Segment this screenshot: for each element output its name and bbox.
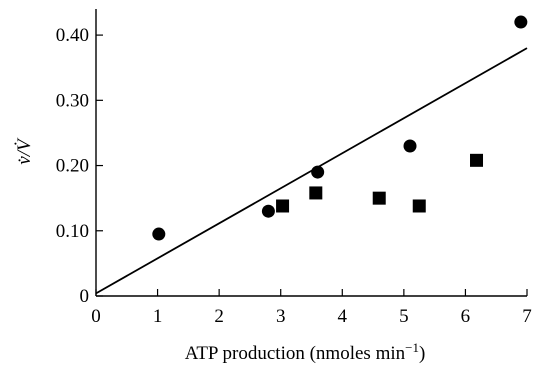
x-tick-label: 2	[214, 306, 224, 327]
y-tick-label: 0.20	[56, 156, 89, 177]
x-axis-label-close: )	[419, 343, 425, 364]
square-point	[470, 153, 484, 167]
x-axis-label: ATP production (nmoles min−1)	[185, 340, 426, 364]
circle-point	[152, 227, 166, 241]
square-point	[412, 199, 426, 213]
x-tick-label: 4	[338, 306, 348, 327]
x-tick-label: 0	[91, 306, 101, 327]
axes	[95, 9, 527, 297]
x-tick-label: 7	[522, 306, 532, 327]
ticks: 0 1 2 3 4 5 6 7 0 0.10 0.20 0.30 0.40	[56, 25, 532, 327]
x-tick-label: 1	[153, 306, 163, 327]
x-tick-label: 6	[461, 306, 471, 327]
x-tick-label: 3	[276, 306, 286, 327]
circle-point	[311, 165, 325, 179]
x-tick-label: 5	[399, 306, 409, 327]
circle-point	[403, 139, 417, 153]
square-point	[372, 191, 386, 205]
data-points	[152, 15, 528, 241]
y-tick-label: 0.30	[56, 90, 89, 111]
circle-point	[514, 15, 528, 29]
y-tick-label: 0	[80, 286, 90, 307]
y-tick-label: 0.40	[56, 25, 89, 46]
y-tick-label: 0.10	[56, 221, 89, 242]
x-axis-label-superscript: −1	[405, 340, 419, 355]
y-axis-label: v̇/V̇	[13, 137, 35, 165]
square-point	[309, 186, 323, 200]
square-point	[276, 199, 290, 213]
circle-point	[261, 204, 275, 218]
